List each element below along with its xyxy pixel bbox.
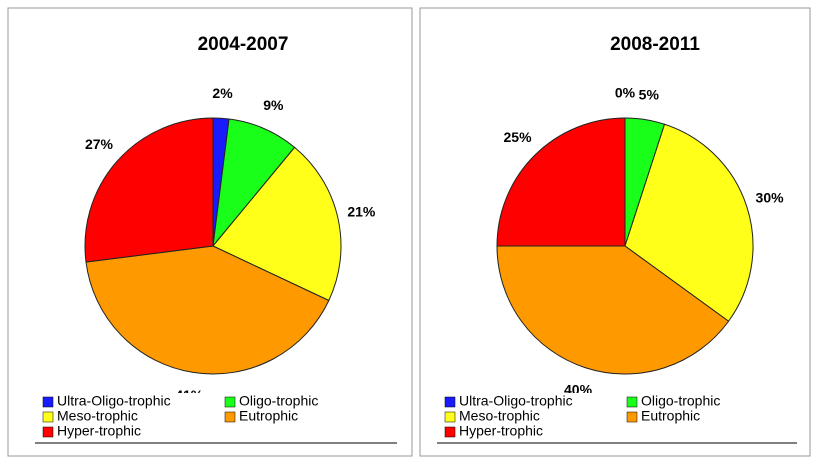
legend-swatch <box>626 396 638 408</box>
legend-label: Oligo-trophic <box>641 393 720 409</box>
slice-label: 5% <box>639 87 660 103</box>
chart-title: 2004-2007 <box>198 34 289 55</box>
slice-label: 2% <box>212 85 233 101</box>
legend <box>35 393 397 443</box>
legend-label: Hyper-trophic <box>57 423 141 439</box>
legend-swatch <box>224 411 236 423</box>
legend-swatch <box>42 411 54 423</box>
legend <box>437 393 797 443</box>
legend-label: Meso-trophic <box>459 408 540 424</box>
pie-slice <box>212 146 342 302</box>
legend-swatch <box>444 411 456 423</box>
slice-label: 21% <box>347 204 376 220</box>
legend-label: Oligo-trophic <box>239 393 318 409</box>
legend-swatch <box>42 396 54 408</box>
pie-slice <box>624 123 754 322</box>
slice-label: 25% <box>504 129 533 145</box>
pie-slice <box>496 245 730 375</box>
legend-label: Ultra-Oligo-trophic <box>459 393 573 409</box>
legend-label: Eutrophic <box>239 408 298 424</box>
slice-label: 9% <box>263 97 284 113</box>
pie-slice <box>84 117 214 263</box>
legend-swatch <box>224 396 236 408</box>
slice-label: 0% <box>615 85 636 101</box>
legend-label: Eutrophic <box>641 408 700 424</box>
pie-slice <box>85 245 330 375</box>
legend-swatch <box>444 426 456 438</box>
slice-label: 27% <box>85 136 114 152</box>
legend-label: Hyper-trophic <box>459 423 543 439</box>
legend-label: Ultra-Oligo-trophic <box>57 393 171 409</box>
chart-title: 2008-2011 <box>610 34 700 55</box>
pie-slice <box>496 117 626 247</box>
legend-swatch <box>444 396 456 408</box>
legend-label: Meso-trophic <box>57 408 138 424</box>
slice-label: 30% <box>756 190 785 206</box>
legend-swatch <box>626 411 638 423</box>
legend-swatch <box>42 426 54 438</box>
